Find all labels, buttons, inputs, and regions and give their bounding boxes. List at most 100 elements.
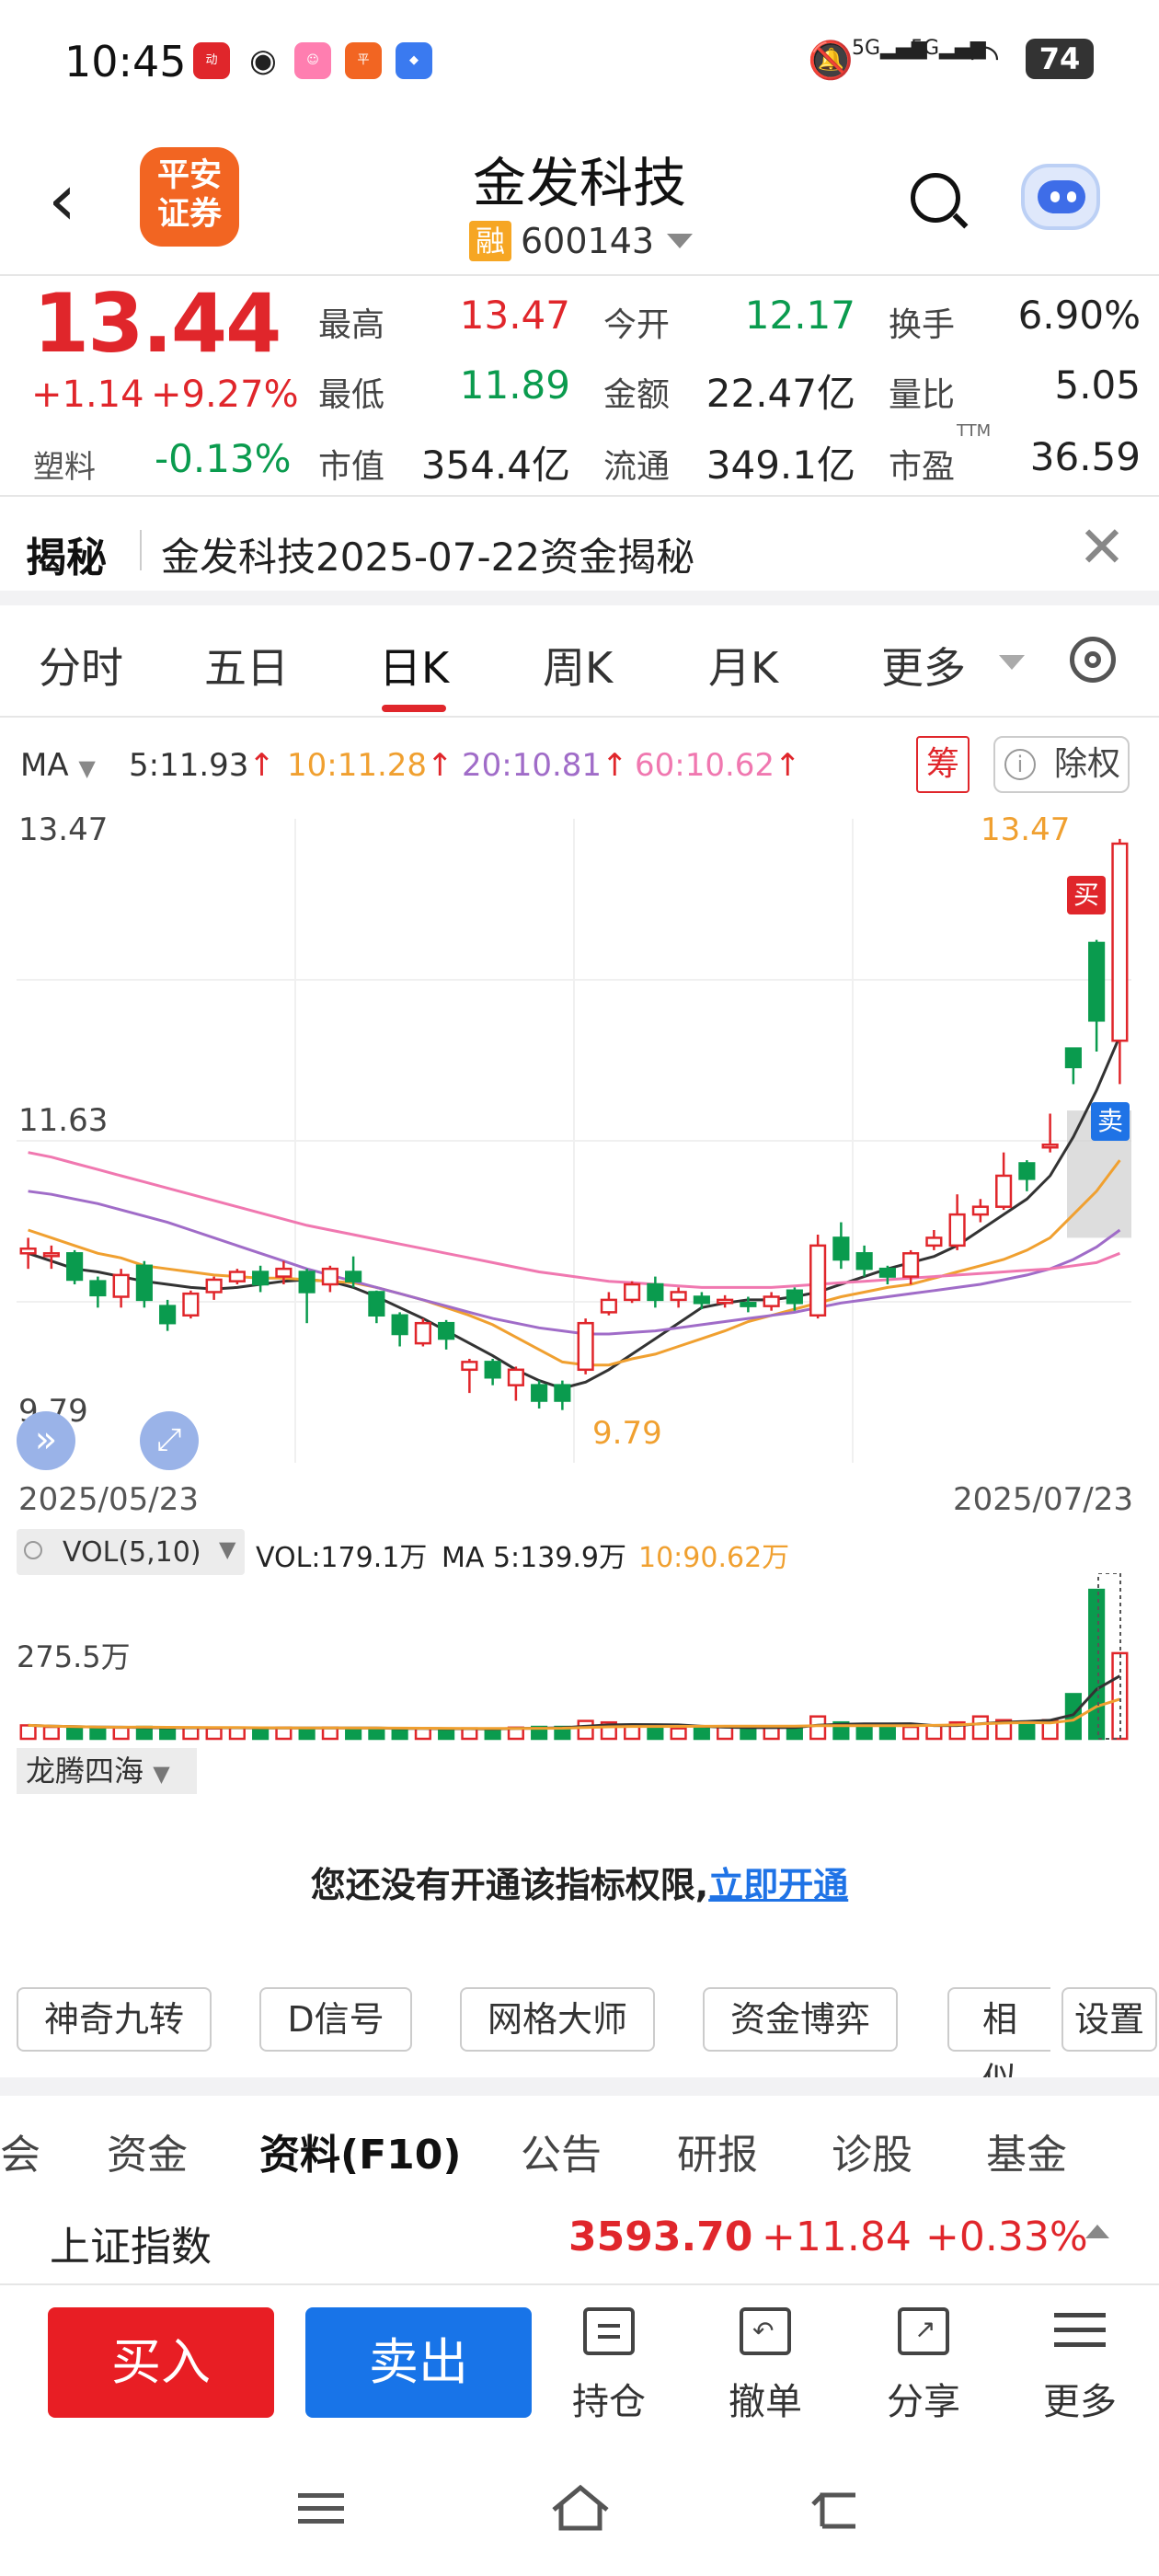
ma20-value: 20:10.81↑ — [462, 747, 628, 784]
tab-five-day[interactable]: 五日 — [204, 643, 289, 693]
info-icon — [24, 1541, 42, 1559]
indicator-settings-button[interactable]: 设置 — [1061, 1987, 1157, 2052]
bottom-tab-diagnose[interactable]: 诊股 — [832, 2132, 912, 2179]
app-notification-icon-3: ◆ — [396, 42, 432, 79]
share-button[interactable]: ↗ 分享 — [868, 2307, 979, 2427]
volume-bar — [763, 1726, 780, 1741]
candle — [461, 1358, 478, 1394]
bottom-tab-announcement[interactable]: 公告 — [521, 2132, 602, 2179]
volume-bar — [855, 1724, 873, 1741]
amount-value: 22.47亿 — [706, 371, 855, 416]
index-ticker-bar[interactable]: 上证指数 3593.70 +11.84 +0.33% — [0, 2199, 1159, 2283]
candle — [832, 1222, 850, 1270]
candle — [1088, 939, 1106, 1052]
buy-button[interactable]: 买入 — [48, 2307, 274, 2418]
candle — [902, 1249, 920, 1285]
tab-more[interactable]: 更多 — [881, 643, 966, 693]
volume-bar — [182, 1726, 200, 1741]
share-icon: ↗ — [898, 2307, 949, 2355]
bottom-tab-research[interactable]: 研报 — [677, 2132, 758, 2179]
candlestick-chart[interactable] — [0, 800, 1159, 1472]
holdings-icon — [583, 2307, 635, 2355]
status-time: 10:45 — [64, 37, 187, 86]
volume-bar — [670, 1727, 687, 1741]
sell-signal-marker[interactable]: 卖 — [1091, 1102, 1130, 1141]
candle — [878, 1265, 896, 1285]
ex-rights-button[interactable]: i 除权 — [993, 736, 1130, 793]
candle — [1041, 1113, 1059, 1153]
candle — [531, 1380, 548, 1409]
volume-ma10-line — [28, 1697, 1120, 1731]
volume-bar — [995, 1719, 1013, 1741]
volume-bar — [786, 1726, 803, 1741]
indicator-btn-nine-turn[interactable]: 神奇九转 — [17, 1987, 212, 2052]
candle — [484, 1358, 501, 1386]
index-change: +11.84 — [762, 2214, 912, 2260]
bottom-tab-f10[interactable]: 资料(F10) — [259, 2132, 462, 2179]
indicator-selector[interactable]: 龙腾四海 ▼ — [17, 1748, 197, 1794]
candle — [995, 1152, 1013, 1211]
volume-bar — [159, 1727, 177, 1741]
volume-bar — [391, 1728, 408, 1741]
bottom-tab-capital[interactable]: 资金 — [107, 2132, 188, 2179]
indicator-btn-grid-master[interactable]: 网格大师 — [460, 1987, 655, 2052]
capital-reveal-banner[interactable]: 揭秘 金发科技2025-07-22资金揭秘 ✕ — [0, 504, 1159, 591]
tab-daily-k[interactable]: 日K — [379, 643, 450, 693]
more-button[interactable]: 更多 — [1025, 2307, 1135, 2427]
chevron-up-icon[interactable] — [1085, 2225, 1109, 2238]
indicator-btn-similar[interactable]: 相似 — [947, 1987, 1050, 2100]
ma10-value: 10:11.28↑ — [287, 747, 453, 784]
volume-ma5-line — [28, 1674, 1121, 1731]
gear-icon[interactable] — [1070, 637, 1116, 683]
volume-highlight-box — [1097, 1573, 1121, 1740]
menu-icon — [1054, 2307, 1106, 2355]
candle — [298, 1269, 316, 1324]
candle — [135, 1260, 153, 1308]
volume-bar — [1088, 1588, 1106, 1741]
buy-signal-marker[interactable]: 买 — [1067, 876, 1106, 914]
volume-indicator-selector[interactable]: VOL(5,10) ▼ — [17, 1529, 245, 1575]
stock-code-row[interactable]: 融 600143 — [469, 218, 694, 264]
indicator-btn-capital-game[interactable]: 资金博弈 — [703, 1987, 898, 2052]
bottom-tab-fund[interactable]: 基金 — [986, 2132, 1067, 2179]
amount-label: 金额 — [603, 376, 671, 414]
expand-icon[interactable]: » — [17, 1411, 75, 1470]
ai-assistant-icon[interactable] — [1021, 164, 1100, 230]
candle — [89, 1276, 107, 1308]
back-icon[interactable]: ‹ — [48, 159, 77, 242]
tab-intraday[interactable]: 分时 — [39, 643, 123, 693]
holdings-button[interactable]: 持仓 — [554, 2307, 664, 2427]
volume-bar — [740, 1726, 757, 1741]
candle — [670, 1287, 687, 1308]
candle — [624, 1281, 641, 1304]
nav-back-icon[interactable] — [809, 2484, 865, 2530]
activate-link[interactable]: 立即开通 — [708, 1865, 849, 1905]
sector-label: 塑料 — [33, 449, 96, 486]
fullscreen-icon[interactable]: ⤢ — [140, 1411, 199, 1470]
close-icon[interactable]: ✕ — [1078, 513, 1126, 581]
volume-chart[interactable] — [0, 1573, 1159, 1744]
broker-logo[interactable]: 平安证券 — [140, 147, 239, 247]
indicator-btn-d-signal[interactable]: D信号 — [259, 1987, 412, 2052]
margin-badge: 融 — [469, 221, 511, 261]
pe-ttm-tag: TTM — [957, 421, 992, 441]
app-notification-icon-2: ☺ — [294, 42, 331, 79]
bottom-tab-meeting[interactable]: 会 — [0, 2132, 40, 2179]
nav-menu-icon[interactable] — [294, 2484, 350, 2530]
candle — [600, 1292, 617, 1316]
candle — [693, 1292, 710, 1310]
candle — [321, 1265, 339, 1293]
sell-button[interactable]: 卖出 — [305, 2307, 532, 2418]
chip-distribution-button[interactable]: 筹 — [916, 736, 970, 793]
volume-ma10: 10:90.62万 — [638, 1542, 790, 1574]
ma-selector[interactable]: MA ▼ — [20, 747, 96, 784]
mute-icon: 🔕 — [808, 40, 854, 82]
cancel-order-button[interactable]: ↶ 撤单 — [710, 2307, 820, 2427]
tab-monthly-k[interactable]: 月K — [708, 643, 779, 693]
candle — [345, 1256, 362, 1288]
tab-weekly-k[interactable]: 周K — [543, 643, 614, 693]
volume-bar — [368, 1727, 385, 1741]
volume-bar — [19, 1724, 37, 1741]
search-icon[interactable] — [911, 173, 960, 223]
nav-home-icon[interactable] — [550, 2484, 609, 2531]
